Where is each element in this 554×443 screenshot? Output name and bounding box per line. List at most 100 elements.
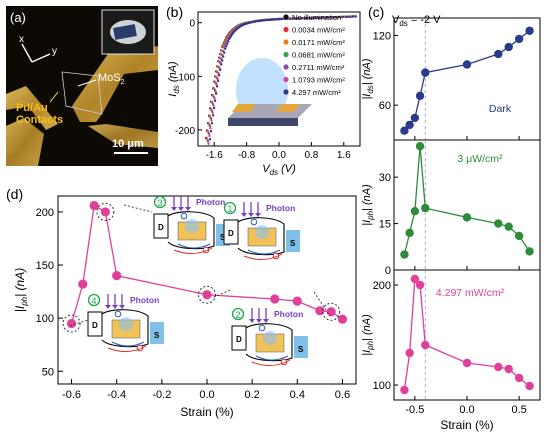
chart-b-point bbox=[274, 18, 278, 21]
chart-b-point bbox=[264, 18, 267, 22]
chart-b-point bbox=[210, 122, 214, 125]
chart-b-point bbox=[223, 51, 226, 54]
chart-b-point bbox=[256, 19, 259, 23]
chart-c-top-point bbox=[410, 113, 420, 123]
photon-arrowhead bbox=[248, 213, 254, 217]
chart-d-xtick-label: 0.0 bbox=[199, 389, 214, 401]
chart-b-xtick-label: 1.6 bbox=[337, 150, 351, 161]
chart-c-bot-xtick-label: 0.0 bbox=[459, 404, 474, 416]
electron bbox=[114, 310, 122, 318]
chart-b-point bbox=[208, 134, 211, 138]
chart-b-point bbox=[354, 15, 358, 18]
chart-d-point bbox=[292, 296, 302, 306]
chart-b-ytick-label: -200 bbox=[175, 126, 195, 137]
chart-b-xlabel: Vds (V) bbox=[262, 163, 296, 177]
chart-b-legend-label: 0.0681 mW/cm² bbox=[292, 51, 345, 60]
chart-c-bot-point bbox=[494, 362, 503, 372]
mos2-label: MoS2 bbox=[98, 72, 125, 87]
chart-c-mid-point bbox=[525, 247, 534, 256]
carrier-path-red bbox=[243, 253, 283, 260]
chart-b-point bbox=[351, 15, 354, 18]
chart-b-point bbox=[266, 18, 269, 22]
chart-b-point bbox=[219, 63, 223, 66]
chart-c-top-point bbox=[494, 49, 503, 59]
scalebar-label: 10 μm bbox=[112, 138, 144, 150]
chart-d-ytick-label: 50 bbox=[42, 366, 54, 378]
chart-b-point bbox=[292, 17, 296, 20]
chart-b-point bbox=[212, 104, 215, 107]
chart-c-bot-ytick-label: 200 bbox=[373, 280, 391, 292]
chart-b-point bbox=[280, 17, 284, 21]
photon-arrowhead bbox=[241, 213, 247, 217]
chart-b-point bbox=[325, 16, 328, 19]
chart-b-point bbox=[215, 85, 219, 88]
chart-b-legend-marker bbox=[283, 76, 289, 83]
left-plate bbox=[153, 213, 169, 239]
carrier-path-red bbox=[251, 359, 291, 366]
chart-b-point bbox=[217, 74, 221, 77]
chart-b-point bbox=[213, 99, 217, 103]
chart-c-top-point bbox=[421, 68, 430, 77]
chart-d-ytick-label: 100 bbox=[36, 313, 54, 325]
chart-b-legend-marker bbox=[283, 39, 289, 45]
panel-label-a: (a) bbox=[10, 10, 26, 25]
chart-d-point bbox=[326, 307, 336, 317]
chart-b-point bbox=[221, 55, 225, 58]
chart-c-top-line bbox=[403, 30, 530, 132]
chart-c-mid-point bbox=[415, 141, 425, 151]
inset-connector bbox=[313, 291, 331, 317]
step-number: 2 bbox=[235, 310, 240, 320]
carrier-path-red bbox=[173, 247, 213, 254]
chart-b-point bbox=[250, 21, 253, 24]
chart-d-xtick-label: 0.2 bbox=[245, 389, 260, 401]
band-curve bbox=[237, 217, 285, 256]
left-plate-label: D bbox=[158, 223, 164, 232]
chart-b-point bbox=[208, 125, 212, 128]
chart-b-point bbox=[210, 119, 213, 122]
chart-b-point bbox=[262, 19, 265, 22]
chart-b-point bbox=[208, 138, 212, 141]
band-curve bbox=[101, 309, 149, 348]
micrograph-panel: (a) x y MoS2 Pd/Au Contacts 10 μm bbox=[6, 6, 158, 166]
chart-c-bot-point bbox=[421, 340, 430, 350]
right-plate bbox=[150, 322, 164, 344]
chart-b-point bbox=[268, 18, 271, 21]
carrier-path-red bbox=[107, 345, 147, 352]
axis-arrows bbox=[21, 43, 148, 154]
inset-step-4: 4 Photon D S bbox=[87, 293, 164, 352]
chart-b-legend-label: 0.0034 mW/cm² bbox=[292, 26, 345, 35]
device-illustration bbox=[228, 58, 312, 126]
chart-b-point bbox=[296, 17, 300, 20]
chart-c-mid-line bbox=[403, 146, 531, 255]
chart-c-bot-xtick-label: 0.5 bbox=[511, 404, 526, 416]
band-curve bbox=[167, 211, 215, 250]
electron bbox=[180, 212, 188, 220]
left-plate-label: D bbox=[92, 321, 98, 330]
chart-d-highlight-ring bbox=[198, 285, 216, 304]
chart-d-line bbox=[70, 204, 343, 324]
left-plate-label: D bbox=[236, 335, 242, 344]
chart-b-point bbox=[341, 15, 344, 19]
chart-b-point bbox=[218, 68, 222, 72]
chart-d-highlight-ring bbox=[96, 202, 115, 221]
chart-b-point bbox=[317, 16, 320, 19]
chart-c-bot-point bbox=[405, 348, 414, 358]
chart-d-point bbox=[89, 200, 99, 211]
chart-b-point bbox=[209, 130, 213, 133]
chart-b-point bbox=[211, 111, 214, 114]
chart-b-point bbox=[252, 20, 255, 24]
chart-d-point bbox=[112, 271, 122, 281]
chart-b-point bbox=[329, 16, 332, 19]
photon-arrowhead bbox=[178, 207, 184, 211]
step-number: 3 bbox=[157, 198, 162, 208]
chart-b-legend-label: 1.0793 mW/cm² bbox=[292, 76, 345, 85]
step-number: 4 bbox=[91, 296, 96, 306]
chart-d-point bbox=[100, 207, 111, 217]
photon-arrowhead bbox=[256, 319, 262, 323]
chart-d-point bbox=[270, 294, 280, 304]
chart-b-point bbox=[248, 21, 251, 24]
inset-step-3: 3 Photon D S bbox=[153, 195, 230, 254]
device-glow bbox=[119, 317, 133, 331]
chart-b-legend-marker bbox=[283, 26, 289, 33]
